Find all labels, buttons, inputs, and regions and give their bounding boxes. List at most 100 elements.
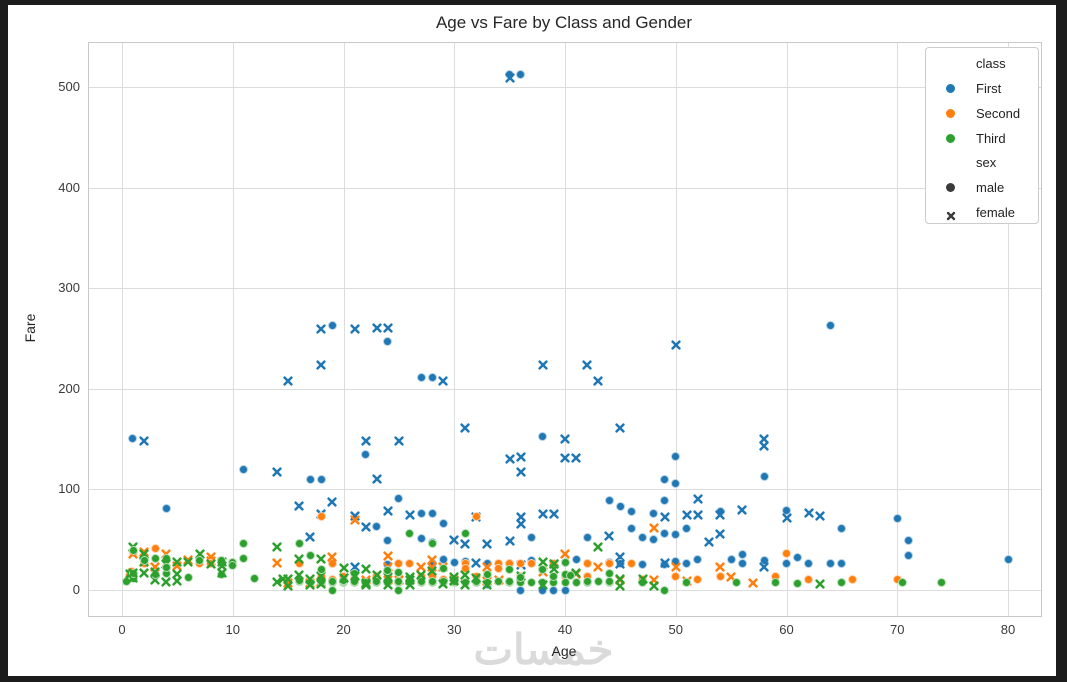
data-point (615, 549, 626, 562)
data-point (671, 337, 681, 350)
legend-item-female: female (926, 203, 1038, 223)
data-point (471, 512, 481, 522)
data-point (316, 357, 326, 370)
data-point (671, 559, 681, 572)
data-point (250, 574, 260, 584)
data-point (349, 512, 360, 525)
data-point (294, 498, 304, 512)
data-point (604, 559, 614, 569)
data-point (582, 559, 592, 569)
gridline-horizontal (89, 489, 1041, 491)
data-point (538, 554, 548, 567)
data-point (416, 373, 426, 383)
male-marker-icon (946, 183, 955, 192)
watermark: خمسات (473, 626, 614, 673)
data-point (360, 561, 371, 574)
data-point (737, 559, 747, 569)
data-point (217, 558, 227, 571)
data-point (649, 535, 659, 545)
data-point (460, 567, 470, 580)
legend-sex-title: sex (976, 155, 997, 170)
data-point (183, 573, 193, 583)
data-point (438, 564, 448, 574)
data-point (316, 565, 326, 575)
data-point (615, 420, 626, 433)
data-point (848, 575, 858, 585)
y-tick-label: 500 (58, 79, 80, 94)
data-point (283, 578, 293, 591)
legend-label-male: male (976, 180, 1005, 195)
legend-label-third: Third (976, 131, 1006, 146)
gridline-vertical (897, 43, 899, 616)
gridline-vertical (675, 43, 677, 616)
data-point (815, 576, 825, 589)
data-point (272, 464, 282, 477)
data-point (172, 573, 183, 586)
data-point (793, 553, 803, 563)
data-point (737, 550, 747, 560)
data-point (438, 577, 448, 587)
data-point (726, 555, 736, 565)
data-point (782, 549, 791, 559)
data-point (239, 539, 249, 549)
data-point (504, 451, 515, 464)
data-point (615, 571, 626, 584)
data-point (416, 567, 426, 580)
gridline-vertical (122, 43, 123, 616)
data-point (538, 577, 548, 590)
data-point (682, 578, 692, 588)
data-point (372, 567, 382, 580)
data-point (305, 474, 315, 484)
data-point (449, 532, 459, 545)
data-point (416, 509, 426, 519)
data-point (604, 528, 614, 541)
data-point (615, 578, 626, 591)
y-tick-label: 100 (58, 481, 80, 497)
data-point (383, 566, 393, 576)
data-point (660, 529, 670, 539)
data-point (172, 566, 183, 579)
data-point (903, 551, 913, 561)
data-point (482, 559, 493, 572)
data-point (693, 491, 703, 505)
data-point (460, 536, 470, 549)
data-point (427, 539, 437, 549)
gridline-horizontal (89, 187, 1041, 189)
data-point (172, 554, 183, 567)
data-point (693, 575, 703, 585)
data-point (759, 431, 769, 444)
legend: class First Second Third sex male female (925, 47, 1039, 224)
data-point (571, 555, 581, 565)
data-point (383, 577, 393, 590)
data-point (161, 563, 171, 573)
data-point (383, 578, 393, 588)
x-tick-label: 40 (557, 622, 573, 637)
data-point (394, 559, 404, 569)
data-point (283, 373, 293, 386)
data-point (372, 577, 382, 587)
data-point (494, 564, 504, 574)
data-point (715, 572, 725, 582)
data-point (538, 357, 548, 370)
data-point (560, 578, 570, 588)
data-point (194, 546, 205, 559)
data-point (139, 433, 149, 446)
data-point (593, 373, 603, 386)
data-point (349, 321, 360, 335)
data-point (360, 519, 371, 532)
data-point (593, 539, 603, 552)
data-point (781, 510, 792, 523)
data-point (394, 493, 404, 503)
data-point (405, 559, 415, 569)
data-point (582, 533, 592, 543)
data-point (416, 534, 426, 544)
data-point (759, 471, 769, 481)
data-point (394, 433, 404, 446)
data-point (898, 578, 908, 588)
data-point (793, 579, 803, 589)
plot-area (88, 42, 1042, 617)
data-point (626, 524, 636, 534)
data-point (372, 320, 382, 334)
data-point (671, 572, 681, 582)
data-point (283, 571, 293, 584)
